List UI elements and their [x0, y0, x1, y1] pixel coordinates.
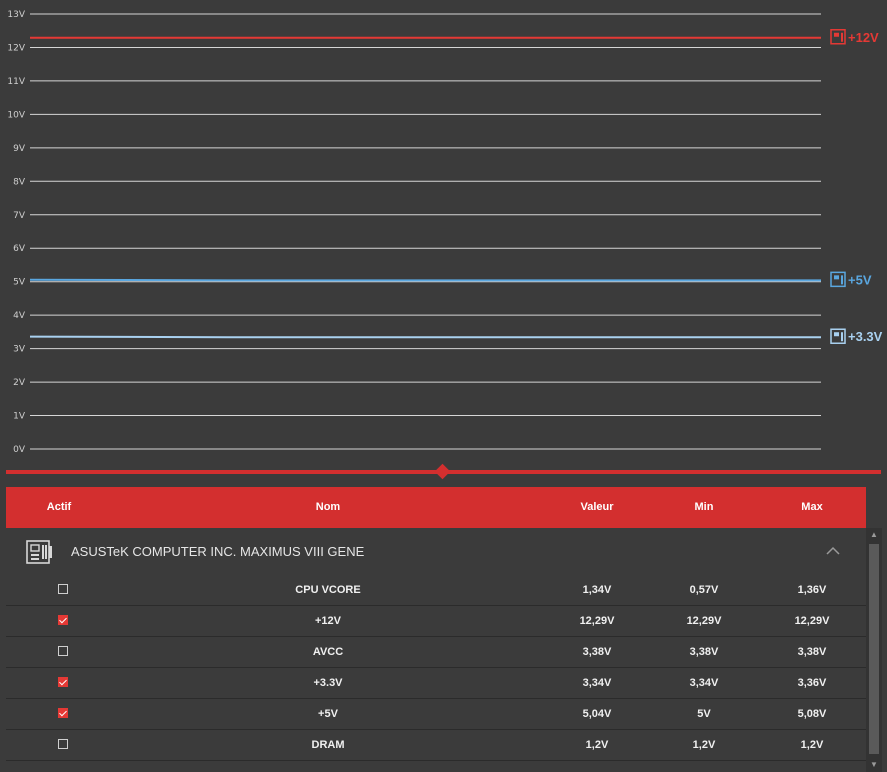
- table-row: DRAM 1,2V 1,2V 1,2V: [6, 730, 866, 761]
- sensor-table: Actif Nom Valeur Min Max ASUSTeK COMPUTE…: [6, 487, 882, 772]
- scroll-down-icon[interactable]: ▼: [870, 760, 878, 769]
- slot-mark: [841, 275, 843, 285]
- row-min: 3,38V: [689, 646, 719, 658]
- row-name: +12V: [315, 615, 341, 627]
- row-name: DRAM: [311, 739, 345, 751]
- motherboard-icon: [830, 271, 846, 288]
- y-tick-label: 12V: [7, 43, 25, 53]
- row-min: 1,2V: [692, 739, 716, 751]
- series-legend-tag[interactable]: +3.3V: [830, 328, 883, 344]
- row-value: 5,04V: [582, 708, 612, 720]
- table-header: Actif Nom Valeur Min Max: [6, 487, 866, 528]
- y-tick-label: 11V: [7, 77, 25, 87]
- y-tick-label: 13V: [7, 10, 25, 20]
- table-row: AVCC 3,38V 3,38V 3,38V: [6, 637, 866, 668]
- row-active-checkbox[interactable]: [58, 708, 68, 718]
- series-label: +12V: [848, 30, 879, 45]
- y-tick-label: 0V: [13, 445, 26, 455]
- y-tick-label: 10V: [7, 110, 25, 120]
- table-row: +3.3V 3,34V 3,34V 3,36V: [6, 668, 866, 699]
- row-name: CPU VCORE: [295, 584, 361, 596]
- series-legend-tag[interactable]: +5V: [830, 271, 872, 288]
- series-legend-tag[interactable]: +12V: [830, 29, 879, 45]
- header-active[interactable]: Actif: [46, 501, 72, 513]
- row-max: 1,2V: [800, 739, 824, 751]
- row-value: 1,2V: [585, 739, 609, 751]
- slot-mark: [841, 32, 843, 42]
- scroll-up-icon[interactable]: ▲: [870, 530, 878, 539]
- row-value: 1,34V: [582, 584, 612, 596]
- header-min[interactable]: Min: [694, 501, 714, 513]
- chevron-up-icon[interactable]: [826, 546, 840, 556]
- y-tick-label: 2V: [13, 378, 26, 388]
- series-line-1: [29, 278, 821, 282]
- row-active-checkbox[interactable]: [58, 584, 68, 594]
- y-tick-label: 1V: [13, 412, 26, 422]
- voltage-chart-svg: 0V 1V 2V 3V 4V 5V 6V 7V 8V 9V 10V 11V 12V 13V +12V +5V +…: [7, 10, 883, 455]
- device-group-header[interactable]: ASUSTeK COMPUTER INC. MAXIMUS VIII GENE: [6, 528, 866, 575]
- series-label: +3.3V: [848, 329, 883, 344]
- chip-mark: [834, 32, 839, 37]
- row-value: 3,38V: [582, 646, 612, 658]
- row-max: 1,36V: [797, 584, 827, 596]
- row-max: 5,08V: [797, 708, 827, 720]
- row-min: 3,34V: [689, 677, 719, 689]
- slot-mark: [841, 332, 843, 342]
- row-name: +3.3V: [313, 677, 343, 689]
- motherboard-icon: [830, 328, 846, 344]
- y-tick-label: 7V: [13, 211, 26, 221]
- row-name: +5V: [318, 708, 338, 720]
- header-max[interactable]: Max: [801, 501, 823, 513]
- voltage-chart: 0V 1V 2V 3V 4V 5V 6V 7V 8V 9V 10V 11V 12V 13V +12V +5V +…: [7, 10, 883, 455]
- table-row: +5V 5,04V 5V 5,08V: [6, 699, 866, 730]
- row-min: 5V: [697, 708, 711, 720]
- table-row: CPU VCORE 1,34V 0,57V 1,36V: [6, 575, 866, 606]
- motherboard-icon: [26, 540, 52, 564]
- row-max: 12,29V: [794, 615, 830, 627]
- chip-mark: [834, 332, 839, 337]
- row-min: 12,29V: [686, 615, 722, 627]
- row-min: 0,57V: [689, 584, 719, 596]
- row-value: 12,29V: [579, 615, 615, 627]
- sensor-rows: CPU VCORE 1,34V 0,57V 1,36V +12V 12,29V …: [6, 575, 866, 761]
- device-group-title: ASUSTeK COMPUTER INC. MAXIMUS VIII GENE: [71, 544, 365, 559]
- row-active-checkbox[interactable]: [58, 739, 68, 749]
- row-max: 3,38V: [797, 646, 827, 658]
- series-line-2: [29, 335, 821, 339]
- row-active-checkbox[interactable]: [58, 677, 68, 687]
- chip-mark: [834, 275, 839, 280]
- scroll-thumb[interactable]: [869, 544, 879, 754]
- header-value[interactable]: Valeur: [580, 501, 614, 513]
- header-name[interactable]: Nom: [315, 501, 341, 513]
- row-active-checkbox[interactable]: [58, 615, 68, 625]
- row-active-checkbox[interactable]: [58, 646, 68, 656]
- row-max: 3,36V: [797, 677, 827, 689]
- table-scrollbar[interactable]: ▲ ▼: [866, 528, 882, 772]
- table-row: +12V 12,29V 12,29V 12,29V: [6, 606, 866, 637]
- motherboard-icon: [830, 29, 846, 45]
- row-value: 3,34V: [582, 677, 612, 689]
- y-tick-label: 8V: [13, 177, 26, 187]
- y-tick-label: 5V: [13, 278, 26, 288]
- row-name: AVCC: [312, 646, 344, 658]
- series-label: +5V: [848, 272, 872, 287]
- y-tick-label: 4V: [13, 311, 26, 321]
- y-tick-label: 3V: [13, 345, 26, 355]
- y-tick-label: 6V: [13, 244, 26, 254]
- y-tick-label: 9V: [13, 144, 26, 154]
